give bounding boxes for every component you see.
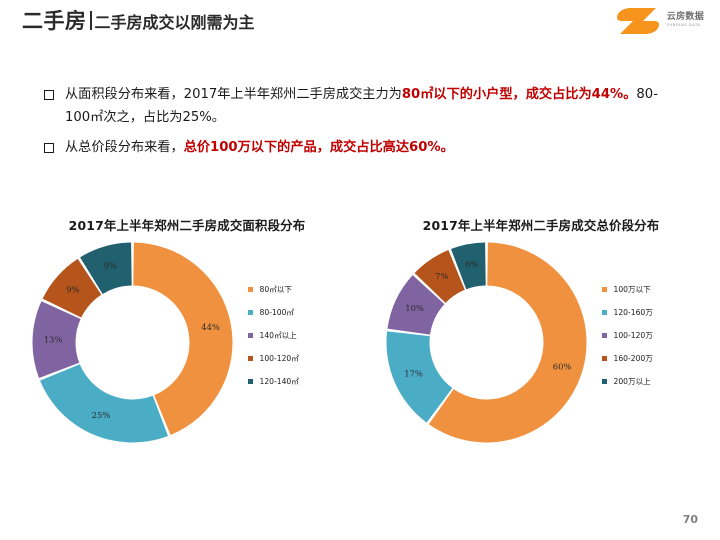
legend-item[interactable]: 80㎡以下 [248,278,360,301]
bullet-segment-plain: 从总价段分布来看， [65,140,184,156]
legend-item[interactable]: 160-200万 [602,347,714,370]
legend-label: 120-140㎡ [259,377,299,386]
legend-item[interactable]: 140㎡以上 [248,324,360,347]
legend-swatch-icon [248,356,253,361]
donut-chart-area: 44% 25% 13% 9% 9% [30,240,235,445]
bullet-list: 从面积段分布来看，2017年上半年郑州二手房成交主力为80㎡以下的小户型，成交占… [44,84,680,168]
donut-slice-label: 17% [404,369,423,379]
legend-label: 80㎡以下 [259,285,292,294]
chart-panel-area-distribution: 2017年上半年郑州二手房成交面积段分布 44% 25% 13% 9% 9% 80㎡以下… [12,208,362,458]
donut-slice[interactable] [386,331,453,423]
page-title-sub: 二手房成交以刚需为主 [94,13,255,32]
donut-slice[interactable] [428,242,587,443]
donut-slice-label: 60% [553,362,572,372]
chart-legend-price: 100万以下 120-160万 100-120万 160-200万 200万以上 [602,278,714,393]
donut-slices-area [32,242,233,443]
legend-swatch-icon [602,310,607,315]
chart-title: 2017年上半年郑州二手房成交总价段分布 [422,218,660,233]
donut-slice-labels-area: 44% 25% 13% 9% 9% [44,261,220,420]
bullet-text: 从面积段分布来看，2017年上半年郑州二手房成交主力为80㎡以下的小户型，成交占… [65,84,680,129]
donut-chart-price: 60% 17% 10% 7% 6% [384,240,589,445]
chart-title: 2017年上半年郑州二手房成交面积段分布 [68,218,306,233]
donut-slice-labels-price: 60% 17% 10% 7% 6% [404,259,571,379]
legend-swatch-icon [602,333,607,338]
chart-body: 44% 25% 13% 9% 9% 80㎡以下 80-100㎡ 140㎡以上 100-120㎡… [12,240,362,455]
bullet-segment-plain-2: 80-100㎡次之，占比为25%。 [65,87,658,125]
legend-item[interactable]: 100万以下 [602,278,714,301]
donut-slice[interactable] [387,275,445,335]
brand-text: 云房数据 YUNFANG DATA [666,11,704,30]
yunfang-logo-icon [616,8,659,34]
legend-item[interactable]: 120-140㎡ [248,370,360,393]
page-title-main: 二手房 [22,9,87,33]
legend-swatch-icon [248,287,253,292]
chart-panel-price-distribution: 2017年上半年郑州二手房成交总价段分布 60% 17% 10% 7% 6% 100万以… [366,208,716,458]
legend-swatch-icon [248,310,253,315]
legend-label: 200万以上 [613,377,651,386]
legend-item[interactable]: 80-100㎡ [248,301,360,324]
donut-svg-area: 44% 25% 13% 9% 9% [32,242,233,443]
legend-label: 100-120万 [613,331,653,340]
legend-swatch-icon [602,287,607,292]
bullet-item: 从总价段分布来看，总价100万以下的产品，成交占比高达60%。 [44,137,680,160]
legend-swatch-icon [248,379,253,384]
legend-swatch-icon [602,379,607,384]
donut-slice-label: 6% [465,259,478,269]
chart-legend-area: 80㎡以下 80-100㎡ 140㎡以上 100-120㎡ 120-140㎡ [248,278,360,393]
legend-label: 100-120㎡ [259,354,299,363]
donut-svg-price: 60% 17% 10% 7% 6% [386,242,587,443]
donut-slice[interactable] [42,258,102,318]
chart-body: 60% 17% 10% 7% 6% 100万以下 120-160万 100-120万 160-… [366,240,716,455]
legend-swatch-icon [602,356,607,361]
donut-slice[interactable] [40,364,169,443]
donut-slice[interactable] [414,250,465,303]
bullet-segment-emphasis: 总价100万以下的产品，成交占比高达60%。 [183,140,454,156]
donut-slice-label: 25% [92,410,111,420]
legend-item[interactable]: 120-160万 [602,301,714,324]
donut-slice[interactable] [80,242,132,294]
legend-label: 140㎡以上 [259,331,297,340]
page-title: 二手房 二手房成交以刚需为主 [22,9,255,32]
donut-slice-label: 44% [201,322,220,332]
donut-slice[interactable] [133,242,233,435]
legend-item[interactable]: 100-120㎡ [248,347,360,370]
bullet-segment-emphasis: 80㎡以下的小户型，成交占比为44%。 [401,87,637,102]
donut-slice-label: 7% [435,271,448,281]
brand-name: 云房数据 [666,11,704,22]
bullet-item: 从面积段分布来看，2017年上半年郑州二手房成交主力为80㎡以下的小户型，成交占… [44,84,680,129]
donut-slices-price [386,242,587,443]
page-number: 70 [682,513,698,526]
legend-label: 160-200万 [613,354,653,363]
brand-subtitle: YUNFANG DATA [666,22,701,27]
bullet-text: 从总价段分布来看，总价100万以下的产品，成交占比高达60%。 [65,137,454,160]
legend-item[interactable]: 200万以上 [602,370,714,393]
donut-slice-label: 13% [44,335,63,345]
hollow-square-icon [44,143,54,154]
donut-slice-label: 9% [104,261,117,271]
legend-label: 100万以下 [613,285,651,294]
legend-item[interactable]: 100-120万 [602,324,714,347]
legend-swatch-icon [248,333,253,338]
donut-slice[interactable] [450,242,486,290]
title-divider [89,11,92,30]
donut-slice[interactable] [32,301,81,379]
donut-slice-label: 9% [66,284,79,294]
donut-slice-label: 10% [405,303,424,313]
hollow-square-icon [44,90,54,100]
bullet-segment-plain: 从面积段分布来看，2017年上半年郑州二手房成交主力为 [65,87,402,102]
slide-header: 二手房 二手房成交以刚需为主 云房数据 YUNFANG DATA [0,0,720,46]
legend-label: 80-100㎡ [259,308,295,317]
brand-logo: 云房数据 YUNFANG DATA [615,6,704,36]
legend-label: 120-160万 [613,308,653,317]
